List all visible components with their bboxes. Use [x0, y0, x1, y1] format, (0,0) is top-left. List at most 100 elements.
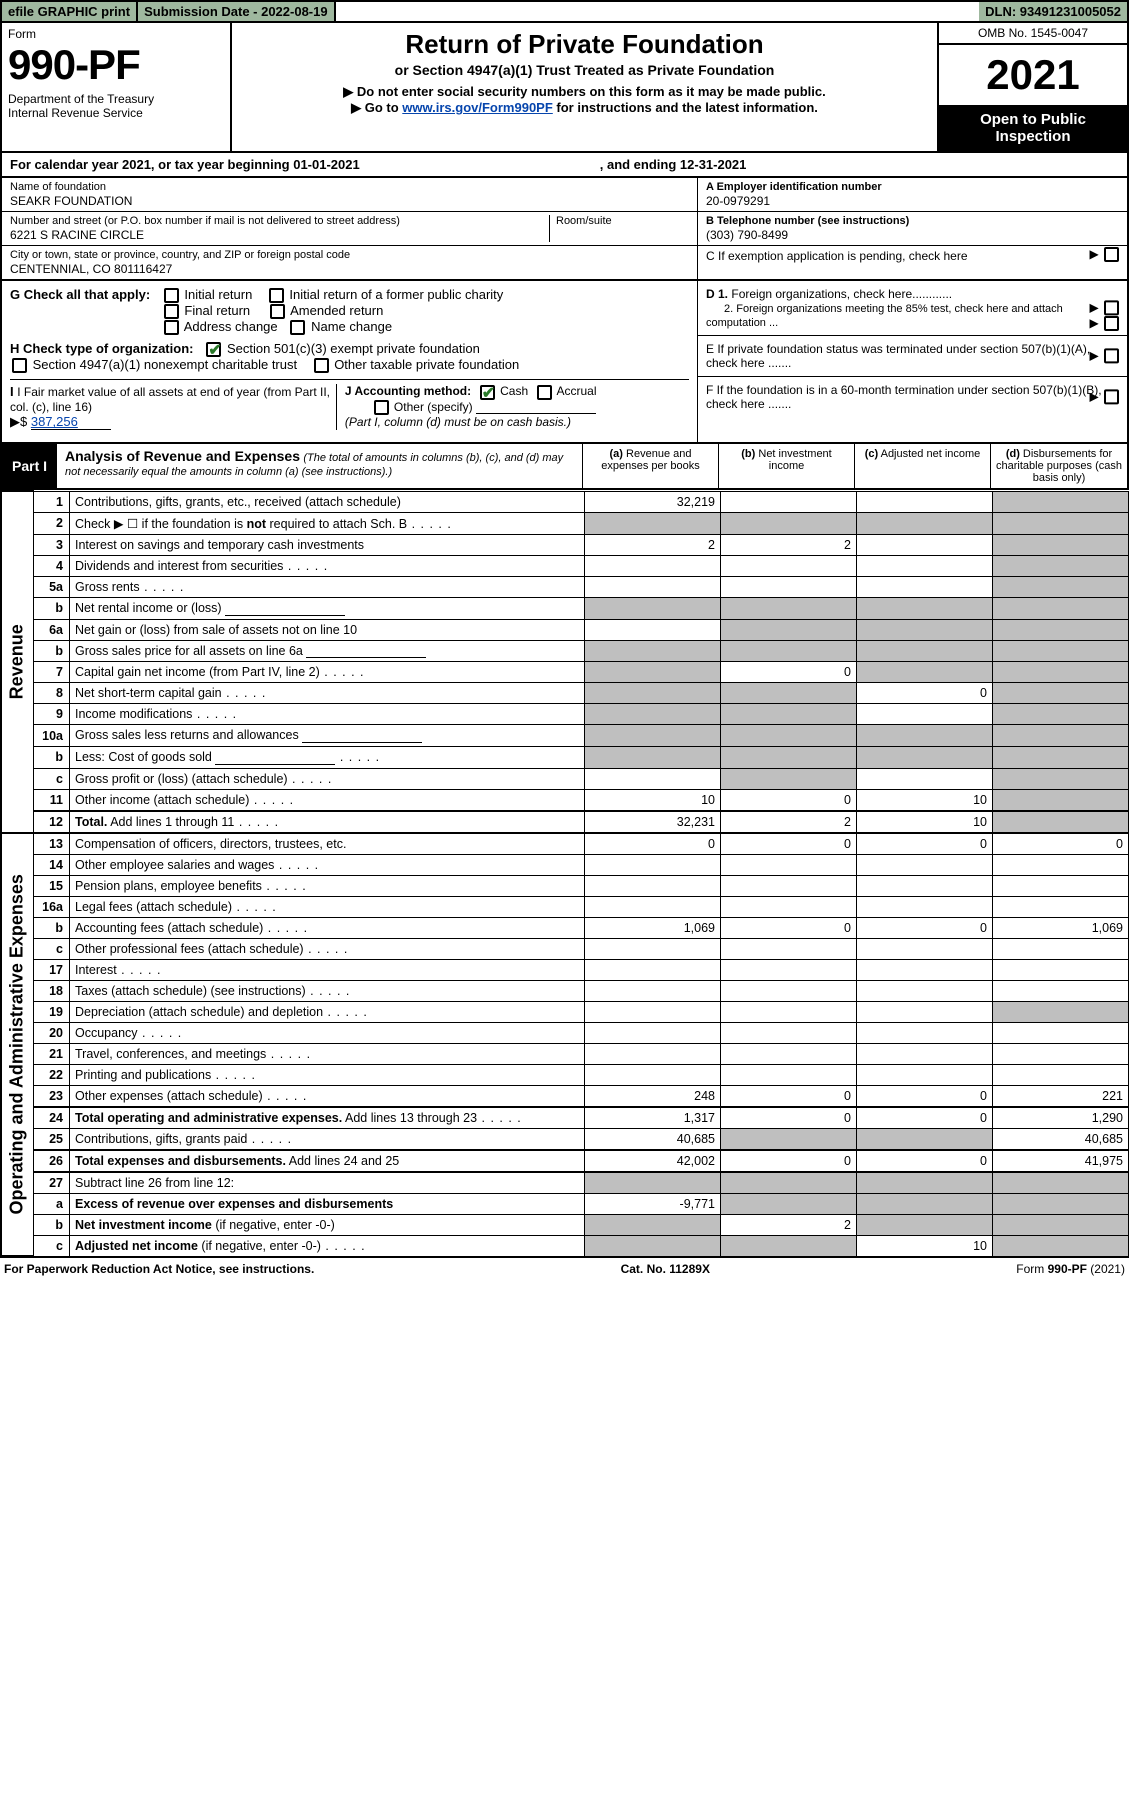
checkbox-initial-return[interactable] [164, 288, 179, 303]
line-number: 13 [34, 833, 70, 855]
line-number: 15 [34, 875, 70, 896]
amount-cell [721, 768, 857, 789]
checkbox-initial-public[interactable] [269, 288, 284, 303]
amount-cell: 42,002 [585, 1150, 721, 1172]
amount-cell [993, 746, 1129, 768]
form-subtitle: or Section 4947(a)(1) Trust Treated as P… [240, 62, 929, 78]
amount-cell [585, 875, 721, 896]
amount-cell [857, 1043, 993, 1064]
checkbox-other-method[interactable] [374, 400, 389, 415]
checkbox-d2[interactable] [1104, 316, 1119, 331]
amount-cell [857, 1022, 993, 1043]
vertical-section-label: Revenue [1, 491, 34, 832]
amount-cell [585, 1043, 721, 1064]
checkbox-name-change[interactable] [290, 320, 305, 335]
amount-cell [585, 619, 721, 640]
identity-block: Name of foundation SEAKR FOUNDATION Numb… [0, 178, 1129, 281]
checkbox-4947a1[interactable] [12, 358, 27, 373]
line-description: Other professional fees (attach schedule… [70, 938, 585, 959]
line-number: 1 [34, 491, 70, 512]
line-number: 18 [34, 980, 70, 1001]
amount-cell [857, 896, 993, 917]
street-address: 6221 S RACINE CIRCLE [10, 228, 549, 242]
calendar-ending: , and ending 12-31-2021 [600, 157, 747, 172]
line-number: c [34, 768, 70, 789]
amount-cell: 0 [857, 917, 993, 938]
amount-cell [857, 1001, 993, 1022]
address-row: Number and street (or P.O. box number if… [2, 212, 697, 246]
checkbox-e[interactable] [1104, 349, 1119, 364]
amount-cell [993, 1043, 1129, 1064]
checkbox-address-change[interactable] [164, 320, 179, 335]
amount-cell [721, 1022, 857, 1043]
line-description: Gross sales price for all assets on line… [70, 640, 585, 662]
form-year-block: OMB No. 1545-0047 2021 Open to Public In… [937, 23, 1127, 151]
amount-cell [857, 959, 993, 980]
checkbox-final-return[interactable] [164, 304, 179, 319]
line-description: Interest on savings and temporary cash i… [70, 534, 585, 555]
amount-cell: 40,685 [993, 1128, 1129, 1150]
line-description: Capital gain net income (from Part IV, l… [70, 662, 585, 683]
amount-cell [993, 555, 1129, 576]
amount-cell [993, 1172, 1129, 1194]
amount-cell [585, 768, 721, 789]
fmv-value[interactable]: 387,256 [31, 414, 111, 430]
line-description: Total. Add lines 1 through 11 [70, 811, 585, 833]
amount-cell [857, 704, 993, 725]
amount-cell: 1,317 [585, 1107, 721, 1129]
amount-cell: 0 [721, 662, 857, 683]
checkbox-amended[interactable] [270, 304, 285, 319]
amount-cell: 0 [857, 1150, 993, 1172]
amount-cell [857, 725, 993, 747]
line-number: 7 [34, 662, 70, 683]
amount-cell [721, 1172, 857, 1194]
amount-cell: 0 [721, 1085, 857, 1107]
paperwork-notice: For Paperwork Reduction Act Notice, see … [4, 1262, 314, 1276]
checkbox-d1[interactable] [1104, 301, 1119, 316]
line-number: c [34, 938, 70, 959]
amount-cell [993, 491, 1129, 512]
line-description: Net rental income or (loss) [70, 597, 585, 619]
amount-cell: 1,290 [993, 1107, 1129, 1129]
amount-cell [993, 789, 1129, 811]
cash-basis-note: (Part I, column (d) must be on cash basi… [345, 415, 571, 429]
line-number: b [34, 917, 70, 938]
amount-cell [993, 619, 1129, 640]
line-number: 5a [34, 576, 70, 597]
line-description: Other expenses (attach schedule) [70, 1085, 585, 1107]
amount-cell [857, 491, 993, 512]
part-i-desc: Analysis of Revenue and Expenses (The to… [57, 444, 583, 488]
checkbox-f[interactable] [1104, 390, 1119, 405]
amount-cell: 10 [857, 811, 993, 833]
checkbox-accrual[interactable] [537, 385, 552, 400]
amount-cell: 0 [585, 833, 721, 855]
amount-cell [721, 1235, 857, 1256]
amount-cell [721, 512, 857, 534]
part-i-tab: Part I [2, 444, 57, 488]
amount-cell [721, 576, 857, 597]
checkbox-c[interactable] [1104, 247, 1119, 262]
checkbox-501c3[interactable] [206, 342, 221, 357]
form-header: Form 990-PF Department of the Treasury I… [0, 23, 1129, 153]
line-number: 16a [34, 896, 70, 917]
amount-cell: 0 [721, 833, 857, 855]
line-description: Total operating and administrative expen… [70, 1107, 585, 1129]
line-description: Compensation of officers, directors, tru… [70, 833, 585, 855]
amount-cell [585, 640, 721, 662]
checkbox-cash[interactable] [480, 385, 495, 400]
line-description: Other income (attach schedule) [70, 789, 585, 811]
amount-cell [857, 875, 993, 896]
amount-cell [585, 980, 721, 1001]
foreign-org-row: D 1. D 1. Foreign organizations, check h… [698, 281, 1127, 336]
checkbox-other-taxable[interactable] [314, 358, 329, 373]
ein-row: A Employer identification number 20-0979… [698, 178, 1127, 212]
line-description: Subtract line 26 from line 12: [70, 1172, 585, 1194]
amount-cell [993, 896, 1129, 917]
amount-cell [993, 959, 1129, 980]
amount-cell [993, 811, 1129, 833]
amount-cell: 1,069 [993, 917, 1129, 938]
amount-cell: 0 [857, 683, 993, 704]
amount-cell [585, 1235, 721, 1256]
amount-cell [993, 640, 1129, 662]
irs-link[interactable]: www.irs.gov/Form990PF [402, 100, 553, 115]
